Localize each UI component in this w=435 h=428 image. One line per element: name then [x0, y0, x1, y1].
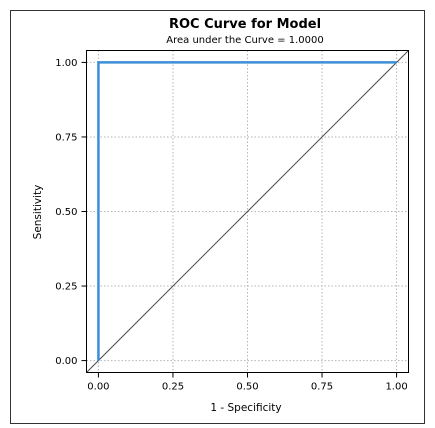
roc-curve-line	[97, 61, 397, 361]
figure-border	[10, 10, 425, 424]
series-group	[86, 50, 409, 373]
x-axis-label: 1 - Specificity	[210, 402, 281, 414]
axis-ticks: 0.00 0.25 0.50 0.75 1.00 0.00 0.25 0.50 0.75 1.00	[55, 58, 407, 393]
chart-title: ROC Curve for Model	[169, 17, 321, 32]
y-tick-label: 0.25	[55, 282, 77, 293]
reference-diagonal-line	[86, 50, 409, 373]
y-tick-label: 0.50	[55, 207, 77, 218]
y-tick-label: 1.00	[55, 58, 77, 69]
x-tick-label: 0.25	[162, 382, 184, 393]
x-tick-label: 0.75	[311, 382, 333, 393]
x-tick-label: 1.00	[385, 382, 407, 393]
y-tick-label: 0.00	[55, 356, 77, 367]
y-axis-label: Sensitivity	[32, 185, 44, 240]
x-tick-label: 0.00	[87, 382, 109, 393]
x-tick-label: 0.50	[236, 382, 258, 393]
chart-subtitle: Area under the Curve = 1.0000	[166, 35, 323, 46]
y-tick-label: 0.75	[55, 132, 77, 143]
